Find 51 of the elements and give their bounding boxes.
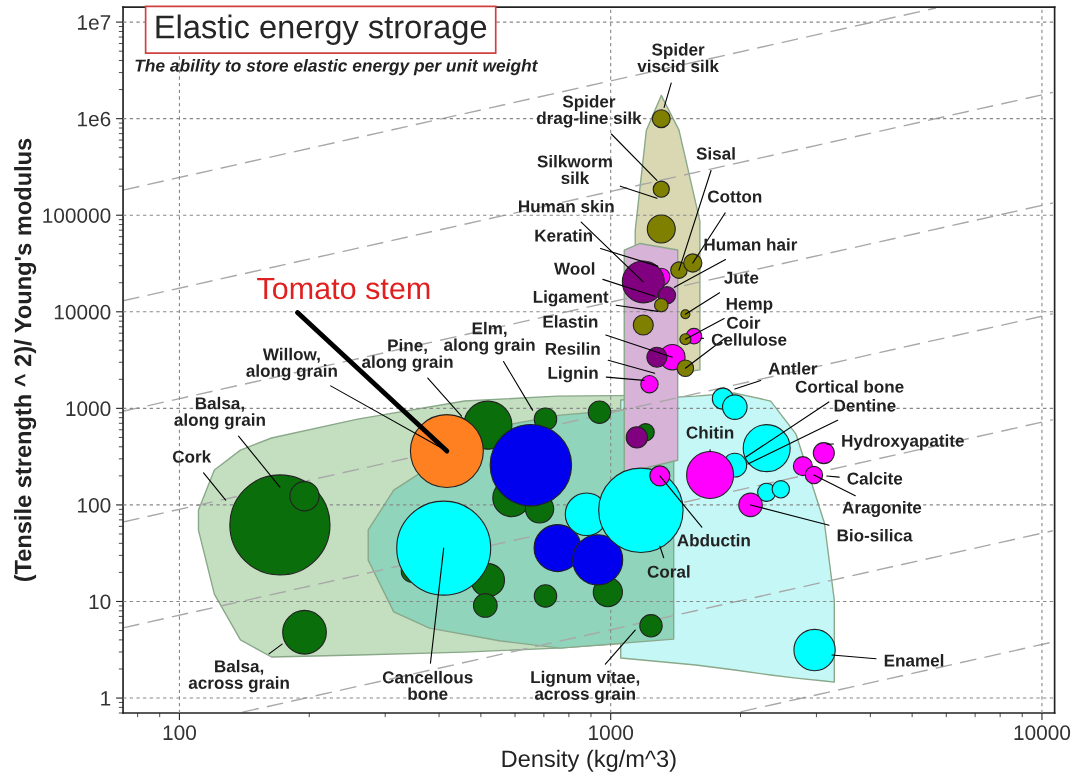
annotation: Sisal xyxy=(696,147,735,160)
annotation: Hemp xyxy=(726,297,773,314)
annotation: Cortical bone xyxy=(795,380,904,393)
annotation: Lignin xyxy=(548,366,598,383)
annotation: Cellulose xyxy=(711,333,787,346)
annotation: Spider drag-line silk xyxy=(536,95,642,128)
x-tick-label: 100 xyxy=(163,725,196,741)
y-tick-label: 1e6 xyxy=(78,111,111,127)
chart-title: Elastic energy strorage xyxy=(156,14,487,45)
y-axis-title: (Tensile strength ^ 2)/ Young's modulus xyxy=(14,138,37,582)
annotation: Lignum vitae, across grain xyxy=(531,670,640,704)
annotation: Keratin xyxy=(535,229,593,242)
annotation: Bio-silica xyxy=(837,528,913,542)
y-tick-label: 1e7 xyxy=(78,15,111,30)
annotation: Resilin xyxy=(545,342,600,355)
annotation: Willow, along grain xyxy=(246,347,337,381)
annotation: Enamel xyxy=(884,654,944,667)
annotation: Cancellous bone xyxy=(382,670,473,700)
x-tick-label: 1000 xyxy=(589,725,634,741)
annotation: Human skin xyxy=(519,199,614,213)
annotation: Silkworm silk xyxy=(537,154,612,185)
annotation: Balsa, across grain xyxy=(188,659,289,693)
annotation: Abductin xyxy=(677,533,750,547)
y-tick-label: 1 xyxy=(101,691,111,706)
y-tick-label: 100000 xyxy=(43,208,111,223)
annotation: Jute xyxy=(724,271,759,284)
text: The ability to store elastic energy per unit weight xyxy=(135,59,539,76)
y-tick-label: 1000 xyxy=(66,401,111,417)
annotation: Aragonite xyxy=(842,501,922,518)
y-tick-label: 10 xyxy=(89,594,111,610)
annotation: Cotton xyxy=(707,190,762,203)
annotation: Ligament xyxy=(533,290,609,307)
annotation: Balsa, along grain xyxy=(174,396,265,430)
annotation: Antler xyxy=(768,362,818,375)
annotation: Tomato stem xyxy=(257,277,430,300)
annotation: Cork xyxy=(172,450,212,463)
annotation: Calcite xyxy=(847,472,903,485)
annotation: Chitin xyxy=(686,426,734,439)
annotation: Elm, along grain xyxy=(444,321,535,355)
y-tick-label: 100 xyxy=(78,497,111,513)
x-tick-label: 10000 xyxy=(1014,725,1071,741)
annotation: Dentine xyxy=(834,399,896,412)
annotation: Elastin xyxy=(543,315,598,328)
y-tick-label: 10000 xyxy=(54,304,111,320)
annotation: Human hair xyxy=(704,238,798,251)
annotation: Hydroxyapatite xyxy=(842,434,964,451)
annotation: Wool xyxy=(554,262,595,275)
annotation: Spider viscid silk xyxy=(637,43,719,73)
annotation: Coral xyxy=(647,565,690,578)
annotation: Coir xyxy=(727,316,761,329)
x-axis-title: Density (kg/m^3) xyxy=(502,749,676,772)
